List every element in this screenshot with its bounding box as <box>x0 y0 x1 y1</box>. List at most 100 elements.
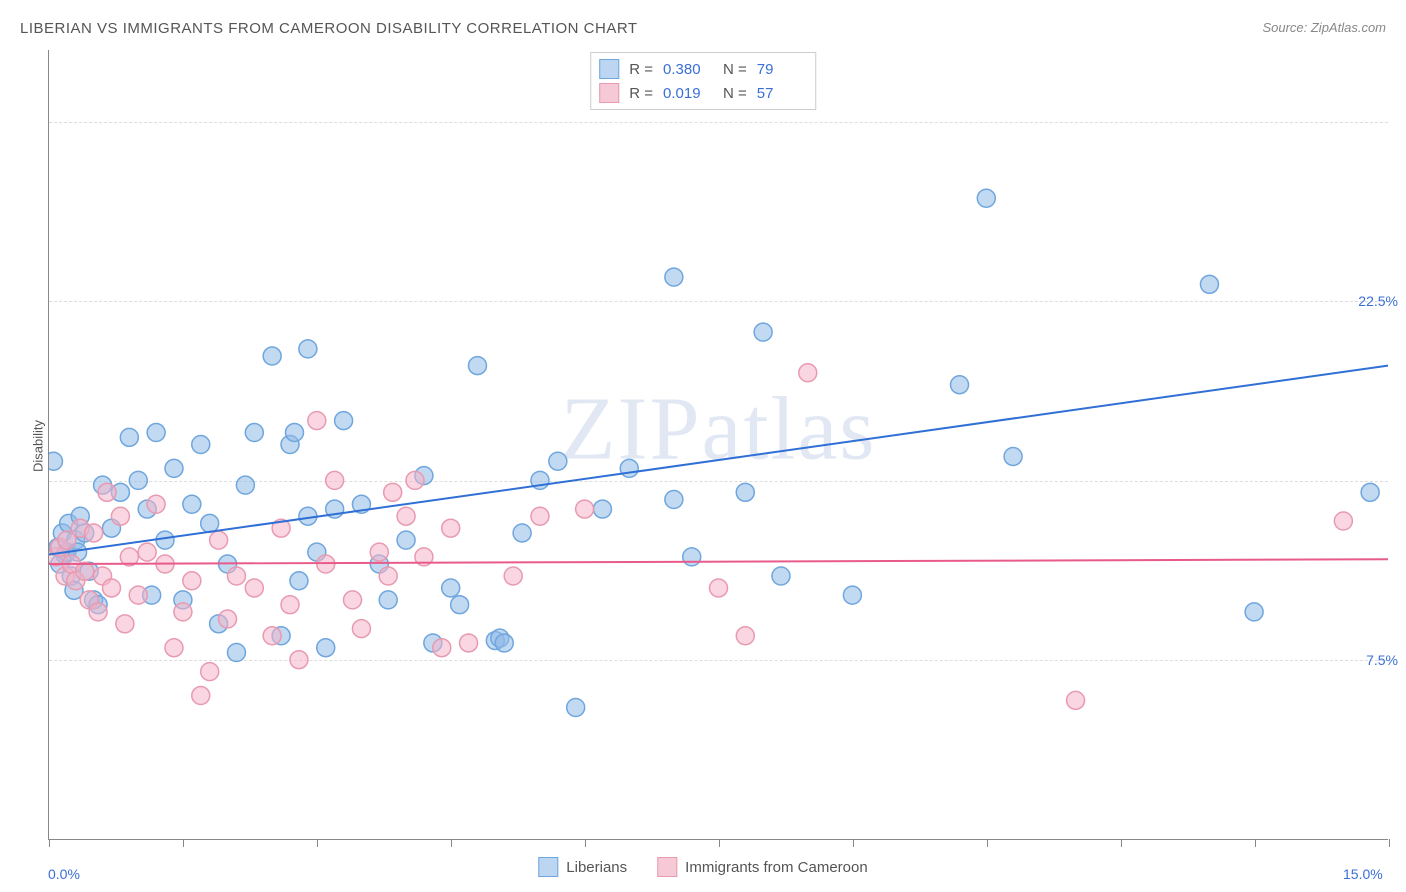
data-point <box>397 507 415 525</box>
legend-swatch <box>538 857 558 877</box>
x-tick <box>1255 839 1256 847</box>
legend-swatch <box>599 83 619 103</box>
data-point <box>442 519 460 537</box>
n-label: N = <box>723 85 747 102</box>
data-point <box>433 639 451 657</box>
data-point <box>513 524 531 542</box>
data-point <box>1334 512 1352 530</box>
data-point <box>1067 691 1085 709</box>
r-value: 0.019 <box>663 85 713 102</box>
data-point <box>352 620 370 638</box>
chart-title: LIBERIAN VS IMMIGRANTS FROM CAMEROON DIS… <box>20 20 638 37</box>
scatter-plot-svg <box>49 50 1388 839</box>
data-point <box>951 376 969 394</box>
x-tick <box>49 839 50 847</box>
data-point <box>1200 275 1218 293</box>
x-tick <box>1121 839 1122 847</box>
data-point <box>736 627 754 645</box>
data-point <box>263 627 281 645</box>
data-point <box>620 459 638 477</box>
x-tick <box>1389 839 1390 847</box>
data-point <box>379 591 397 609</box>
data-point <box>308 412 326 430</box>
legend-swatch <box>657 857 677 877</box>
data-point <box>85 524 103 542</box>
data-point <box>281 596 299 614</box>
data-point <box>210 531 228 549</box>
n-value: 57 <box>757 85 807 102</box>
data-point <box>397 531 415 549</box>
y-axis-label: Disability <box>31 420 46 472</box>
data-point <box>147 424 165 442</box>
n-value: 79 <box>757 61 807 78</box>
data-point <box>227 644 245 662</box>
legend-row: R = 0.019 N = 57 <box>599 81 807 105</box>
data-point <box>227 567 245 585</box>
data-point <box>384 483 402 501</box>
data-point <box>593 500 611 518</box>
data-point <box>174 603 192 621</box>
data-point <box>245 579 263 597</box>
data-point <box>531 507 549 525</box>
x-tick <box>317 839 318 847</box>
x-tick-label: 0.0% <box>48 866 80 882</box>
data-point <box>49 452 62 470</box>
x-tick <box>451 839 452 847</box>
n-label: N = <box>723 61 747 78</box>
data-point <box>138 543 156 561</box>
data-point <box>460 634 478 652</box>
data-point <box>683 548 701 566</box>
data-point <box>754 323 772 341</box>
data-point <box>129 471 147 489</box>
x-tick <box>719 839 720 847</box>
data-point <box>317 639 335 657</box>
data-point <box>129 586 147 604</box>
data-point <box>442 579 460 597</box>
legend-label: Liberians <box>566 859 627 876</box>
data-point <box>102 579 120 597</box>
data-point <box>335 412 353 430</box>
r-value: 0.380 <box>663 61 713 78</box>
data-point <box>219 610 237 628</box>
x-tick <box>987 839 988 847</box>
data-point <box>263 347 281 365</box>
data-point <box>549 452 567 470</box>
data-point <box>379 567 397 585</box>
source-label: Source: ZipAtlas.com <box>1262 20 1386 35</box>
data-point <box>504 567 522 585</box>
data-point <box>299 340 317 358</box>
data-point <box>201 663 219 681</box>
data-point <box>665 268 683 286</box>
x-tick-label: 15.0% <box>1343 866 1383 882</box>
data-point <box>710 579 728 597</box>
x-tick <box>585 839 586 847</box>
data-point <box>245 424 263 442</box>
data-point <box>799 364 817 382</box>
data-point <box>165 459 183 477</box>
data-point <box>192 687 210 705</box>
data-point <box>201 514 219 532</box>
data-point <box>1361 483 1379 501</box>
trend-line <box>49 559 1388 564</box>
data-point <box>772 567 790 585</box>
series-legend: LiberiansImmigrants from Cameroon <box>538 857 867 877</box>
data-point <box>665 491 683 509</box>
data-point <box>736 483 754 501</box>
data-point <box>183 572 201 590</box>
data-point <box>183 495 201 513</box>
r-label: R = <box>629 85 653 102</box>
data-point <box>285 424 303 442</box>
data-point <box>977 189 995 207</box>
data-point <box>111 507 129 525</box>
data-point <box>576 500 594 518</box>
data-point <box>165 639 183 657</box>
data-point <box>147 495 165 513</box>
data-point <box>567 699 585 717</box>
data-point <box>495 634 513 652</box>
data-point <box>451 596 469 614</box>
data-point <box>326 471 344 489</box>
data-point <box>344 591 362 609</box>
correlation-legend: R = 0.380 N = 79 R = 0.019 N = 57 <box>590 52 816 110</box>
data-point <box>236 476 254 494</box>
data-point <box>120 428 138 446</box>
